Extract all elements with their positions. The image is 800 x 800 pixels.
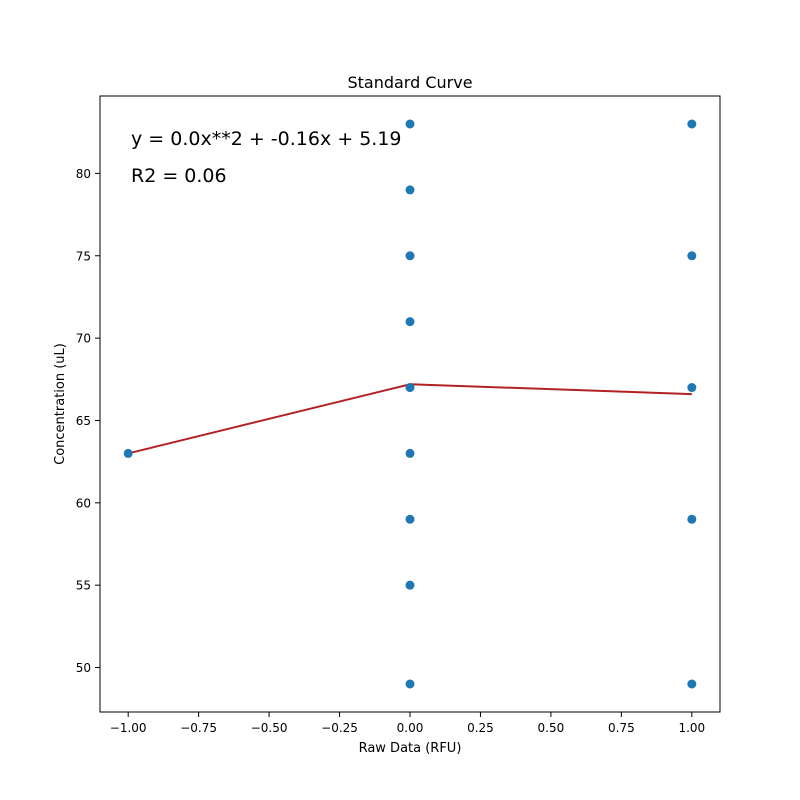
y-tick-label: 75 [76,249,91,263]
data-point [405,317,415,327]
chart-title: Standard Curve [347,73,472,92]
equation-annotation: y = 0.0x**2 + -0.16x + 5.19 [131,128,402,150]
y-tick-label: 70 [76,332,91,346]
r2-annotation: R2 = 0.06 [131,165,227,187]
y-tick-label: 60 [76,496,91,510]
x-tick-label: 0.50 [538,721,565,735]
data-point [687,251,697,261]
data-point [405,119,415,129]
plot-area [100,96,720,712]
x-tick-label: 0.75 [608,721,635,735]
data-point [687,679,697,689]
x-tick-label: 0.00 [397,721,424,735]
data-point [405,383,415,393]
data-point [405,679,415,689]
x-tick-label: 1.00 [678,721,705,735]
data-point [405,251,415,261]
x-tick-label: 0.25 [467,721,494,735]
data-point [687,119,697,129]
data-point [405,514,415,524]
y-tick-label: 50 [76,661,91,675]
x-axis-label: Raw Data (RFU) [359,741,462,756]
y-tick-label: 80 [76,167,91,181]
x-tick-label: −0.50 [251,721,288,735]
data-point [405,448,415,458]
x-tick-label: −0.25 [321,721,358,735]
data-point [405,185,415,195]
y-axis-label: Concentration (uL) [53,343,68,465]
data-point [687,383,697,393]
x-tick-label: −1.00 [110,721,147,735]
y-tick-label: 55 [76,579,91,593]
data-point [123,448,133,458]
y-tick-label: 65 [76,414,91,428]
data-point [405,580,415,590]
data-point [687,514,697,524]
x-tick-label: −0.75 [180,721,217,735]
